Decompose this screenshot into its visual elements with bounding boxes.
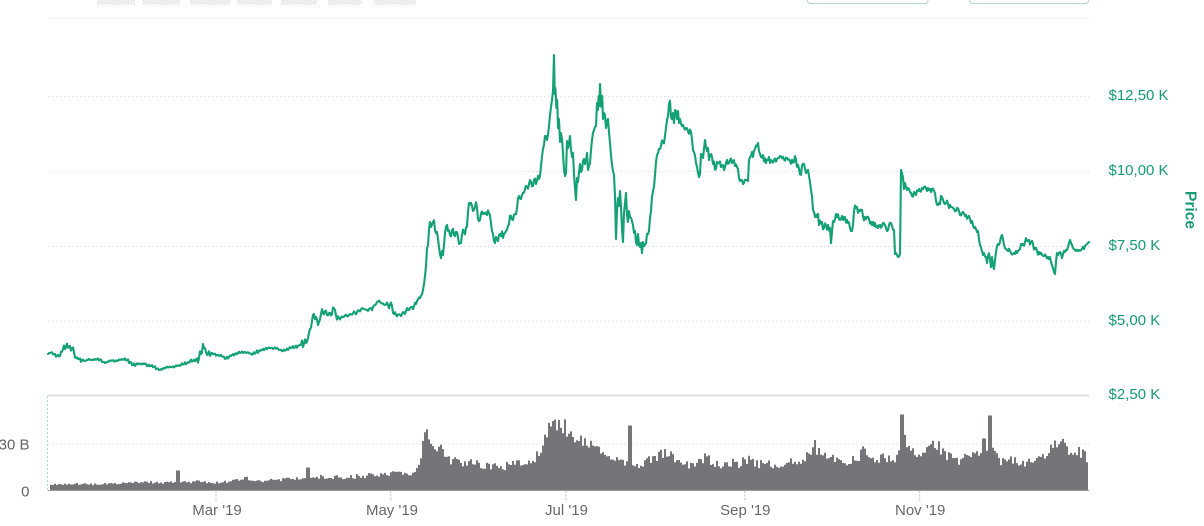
svg-text:$2,50 K: $2,50 K <box>1109 386 1161 403</box>
svg-text:$5,00 K: $5,00 K <box>1109 312 1161 329</box>
svg-text:$10,00 K: $10,00 K <box>1109 162 1169 179</box>
svg-text:0: 0 <box>21 484 29 501</box>
svg-text:May '19: May '19 <box>366 502 418 519</box>
svg-text:$12,50 K: $12,50 K <box>1109 87 1169 104</box>
svg-text:$7,50 K: $7,50 K <box>1109 237 1161 254</box>
svg-text:30 B: 30 B <box>0 437 30 454</box>
svg-text:Sep '19: Sep '19 <box>720 502 770 519</box>
svg-text:Jul '19: Jul '19 <box>545 502 588 519</box>
svg-text:Nov '19: Nov '19 <box>895 502 945 519</box>
svg-text:Price: Price <box>1182 191 1199 229</box>
svg-text:Mar '19: Mar '19 <box>192 502 242 519</box>
